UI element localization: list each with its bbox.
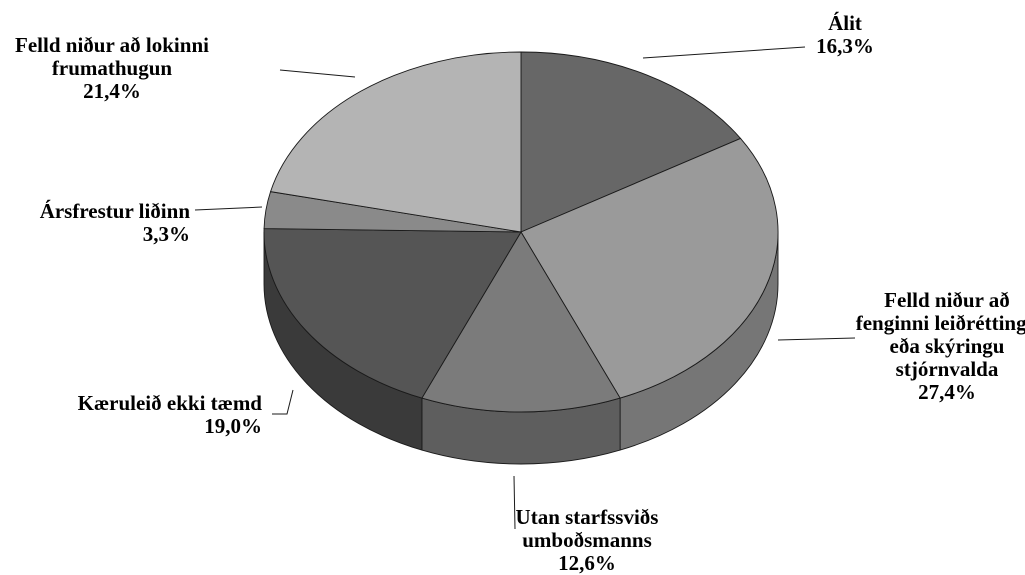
slice-value-label: 27,4% — [918, 380, 976, 404]
pie-slice-3 — [263, 228, 522, 399]
leader-line-1 — [777, 337, 856, 341]
slice-value-label: 19,0% — [204, 414, 262, 438]
slice-name-line: stjórnvalda — [896, 357, 999, 381]
slice-name-line: umboðsmanns — [522, 528, 652, 552]
slice-label-3: Kæruleið ekki tæmd 19,0% — [78, 391, 263, 438]
slice-label-5: Felld niður að lokinni frumathugun 21,4% — [15, 33, 209, 103]
slice-name-line: fenginni leiðréttingu — [856, 311, 1025, 335]
leader-line-3 — [272, 389, 294, 415]
leader-line-5 — [279, 69, 356, 78]
slice-name-line: Álit — [828, 11, 862, 35]
leader-lines — [194, 46, 856, 530]
slice-value-label: 16,3% — [816, 34, 874, 58]
slice-name-line: eða skýringu — [890, 334, 1005, 358]
slice-name-line: Ársfrestur liðinn — [40, 199, 191, 223]
leader-line-2 — [513, 475, 516, 530]
pie-slice-0 — [520, 51, 742, 233]
slice-name-line: Utan starfssviðs — [516, 505, 659, 529]
slice-value-label: 12,6% — [558, 551, 616, 575]
pie-slices — [263, 51, 779, 413]
leader-line-4 — [194, 206, 263, 211]
pie-slice-5 — [269, 51, 522, 233]
slice-value-label: 3,3% — [143, 222, 190, 246]
slice-label-0: Álit 16,3% — [816, 11, 874, 58]
slice-name-line: Kæruleið ekki tæmd — [78, 391, 263, 415]
slice-labels: Álit 16,3% Felld niður að fenginni leiðrétt… — [15, 11, 1025, 575]
pie-slice-2 — [421, 231, 621, 413]
pie-slice-1 — [520, 137, 779, 399]
slice-name-line: frumathugun — [52, 56, 173, 80]
slice-label-4: Ársfrestur liðinn 3,3% — [40, 199, 191, 246]
slice-value-label: 21,4% — [83, 79, 141, 103]
slice-label-2: Utan starfssviðs umboðsmanns 12,6% — [516, 505, 659, 575]
slice-name-line: Felld niður að lokinni — [15, 33, 209, 57]
leader-line-0 — [642, 46, 806, 59]
slice-name-line: Felld niður að — [884, 288, 1010, 312]
slice-label-1: Felld niður að fenginni leiðréttingu eða s… — [856, 288, 1025, 404]
